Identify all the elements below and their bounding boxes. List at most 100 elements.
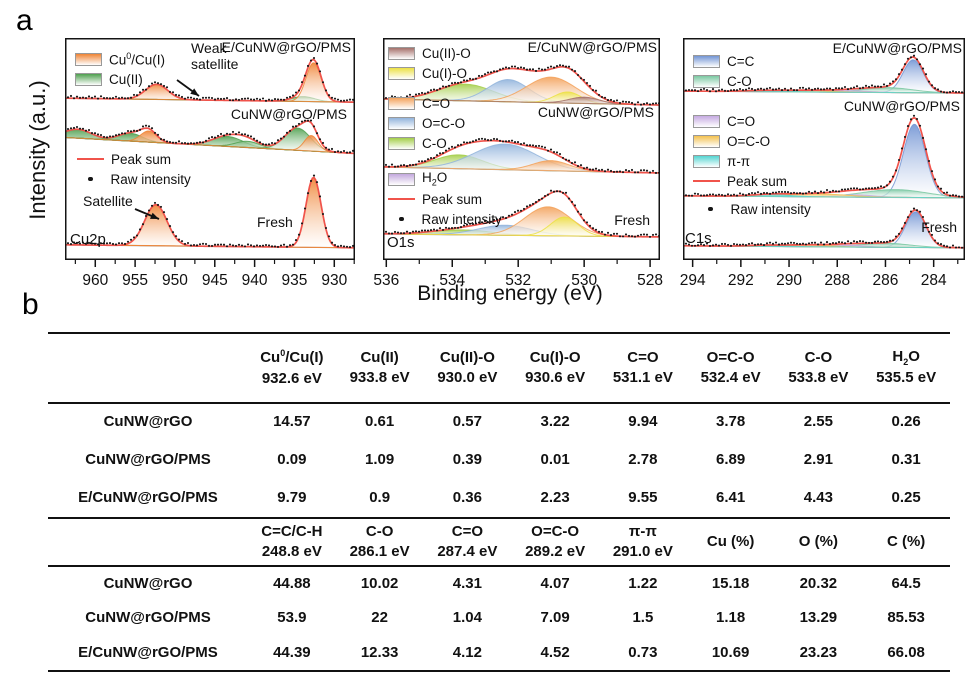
- sample-label: E/CuNW@rGO/PMS: [832, 40, 962, 56]
- table-header-row: C=C/C-H 248.8 eV C-O 286.1 eV C=O 287.4 eV O=C…: [48, 517, 950, 567]
- xps-panel-c1s: 294 292 290 288 286 284 C=C C-O E/CuNW@rGO/PMS Cu…: [680, 38, 965, 300]
- annotation: Satellite: [83, 193, 133, 209]
- legend-entry: Cu0/Cu(I): [75, 50, 166, 68]
- row-label: CuNW@rGO: [103, 574, 193, 592]
- column-header: H2O 535.5 eV: [862, 332, 950, 404]
- legend: C=O O=C-O C-O: [388, 96, 465, 156]
- c1s-spectrum-plot: 294 292 290 288 286 284: [680, 38, 965, 289]
- peak-sum-line-icon: [388, 197, 415, 201]
- row-label: CuNW@rGO/PMS: [85, 609, 211, 627]
- sample-label: CuNW@rGO/PMS: [537, 104, 654, 120]
- table-row: E/CuNW@rGO/PMS 44.39 12.33 4.12 4.52 0.73 10.6…: [48, 636, 950, 671]
- x-tick-label: 286: [873, 272, 899, 289]
- raw-intensity-dot-icon: [88, 176, 93, 182]
- arrow-icon: [176, 79, 200, 97]
- legend-color-swatch: [693, 74, 720, 88]
- x-tick-label: 955: [122, 272, 148, 289]
- sample-label: E/CuNW@rGO/PMS: [221, 39, 351, 55]
- legend-entry: H2O: [388, 170, 502, 188]
- table-cell: 9.79: [277, 488, 307, 506]
- x-tick-label: 292: [728, 272, 754, 289]
- table-cell: 23.23: [799, 643, 838, 661]
- legend: Cu(II)-O Cu(I)-O: [388, 46, 471, 86]
- legend-label: π-π: [727, 153, 751, 169]
- legend-label: C=O: [422, 95, 451, 111]
- legend-label: C=C: [727, 53, 755, 69]
- table-cell: 0.09: [277, 450, 307, 468]
- legend-label: Raw intensity: [730, 201, 811, 217]
- column-header: C=C/C-H 248.8 eV: [248, 517, 336, 567]
- x-tick-label: 945: [202, 272, 228, 289]
- table-cell: 1.18: [716, 609, 746, 627]
- table-cell: 64.5: [891, 574, 921, 592]
- legend-label: Cu(II): [109, 71, 143, 87]
- legend-entry: C=C: [693, 53, 755, 69]
- legend-label: C-O: [422, 135, 447, 151]
- legend-entry: Peak sum: [693, 174, 787, 189]
- x-tick-label: 940: [242, 272, 268, 289]
- column-header: Cu (%): [686, 517, 775, 567]
- table-row: CuNW@rGO 44.88 10.02 4.31 4.07 1.22 15.18 20.32…: [48, 566, 950, 601]
- table-cell: 0.9: [369, 488, 391, 506]
- table-cell: 1.22: [628, 574, 658, 592]
- table-cell: 53.9: [277, 609, 307, 627]
- legend-color-swatch: [388, 116, 415, 130]
- column-header: C=O 531.1 eV: [599, 332, 687, 404]
- table-cell: 0.57: [452, 413, 482, 431]
- table-cell: 2.23: [540, 488, 570, 506]
- legend-label: H2O: [422, 170, 448, 188]
- peak-sum-line-icon: [77, 157, 104, 161]
- legend-color-swatch: [75, 72, 102, 86]
- header-empty-cell: [48, 332, 248, 404]
- table-cell: 9.55: [628, 488, 658, 506]
- legend-label: C=O: [727, 113, 756, 129]
- legend-label: O=C-O: [727, 133, 771, 149]
- column-header: Cu(II) 933.8 eV: [335, 332, 424, 404]
- table-cell: 6.89: [716, 450, 746, 468]
- table-cell: 6.41: [716, 488, 746, 506]
- x-tick-label: 960: [82, 272, 108, 289]
- table-cell: 1.04: [452, 609, 482, 627]
- legend: C=O O=C-O π-π Peak sum: [693, 114, 787, 194]
- table-cell: 1.09: [365, 450, 395, 468]
- legend-color-swatch: [388, 46, 415, 60]
- legend-label: Peak sum: [111, 151, 172, 167]
- table-cell: 0.25: [891, 488, 921, 506]
- table-cell: 4.52: [540, 643, 570, 661]
- panel-b-label: b: [22, 288, 39, 321]
- table-cell: 10.69: [711, 643, 750, 661]
- xps-fit-table-cu-o: Cu0/Cu(I) 932.6 eV Cu(II) 933.8 eV Cu(II)-O 9…: [48, 332, 950, 517]
- table-cell: 1.5: [632, 609, 654, 627]
- annotation: Weak satellite: [191, 40, 239, 73]
- table-cell: 0.73: [628, 643, 658, 661]
- column-header: O=C-O 289.2 eV: [511, 517, 599, 567]
- legend-label: Cu(II)-O: [422, 45, 471, 61]
- table-cell: 3.22: [540, 413, 570, 431]
- table-cell: 10.02: [360, 574, 399, 592]
- sample-label: Fresh: [921, 219, 957, 235]
- column-header: O (%): [774, 517, 863, 567]
- legend-color-swatch: [388, 66, 415, 80]
- row-label: CuNW@rGO/PMS: [85, 450, 211, 468]
- x-tick-label: 284: [921, 272, 947, 289]
- row-label: E/CuNW@rGO/PMS: [78, 488, 218, 506]
- table-cell: 7.09: [540, 609, 570, 627]
- legend: C=C C-O: [693, 54, 754, 94]
- legend-label: Raw intensity: [110, 171, 191, 187]
- legend-label: Peak sum: [422, 191, 483, 207]
- legend-color-swatch: [693, 114, 720, 128]
- legend-entry: Raw intensity: [77, 171, 191, 187]
- legend-label: Cu0/Cu(I): [109, 50, 166, 68]
- table-cell: 0.36: [452, 488, 482, 506]
- legend-color-swatch: [388, 96, 415, 110]
- cu2p-spectrum-plot: 960 955 950 945 940 935 930: [65, 38, 355, 289]
- legend-label: Cu(I)-O: [422, 65, 467, 81]
- legend-entry: C-O: [693, 74, 754, 89]
- table-cell: 0.31: [891, 450, 921, 468]
- column-header: O=C-O 532.4 eV: [686, 332, 775, 404]
- legend-entry: Peak sum: [388, 191, 502, 207]
- legend-label: Raw intensity: [421, 211, 502, 227]
- x-tick-label: 530: [571, 272, 597, 289]
- header-empty-cell: [48, 517, 248, 567]
- table-cell: 85.53: [887, 609, 925, 627]
